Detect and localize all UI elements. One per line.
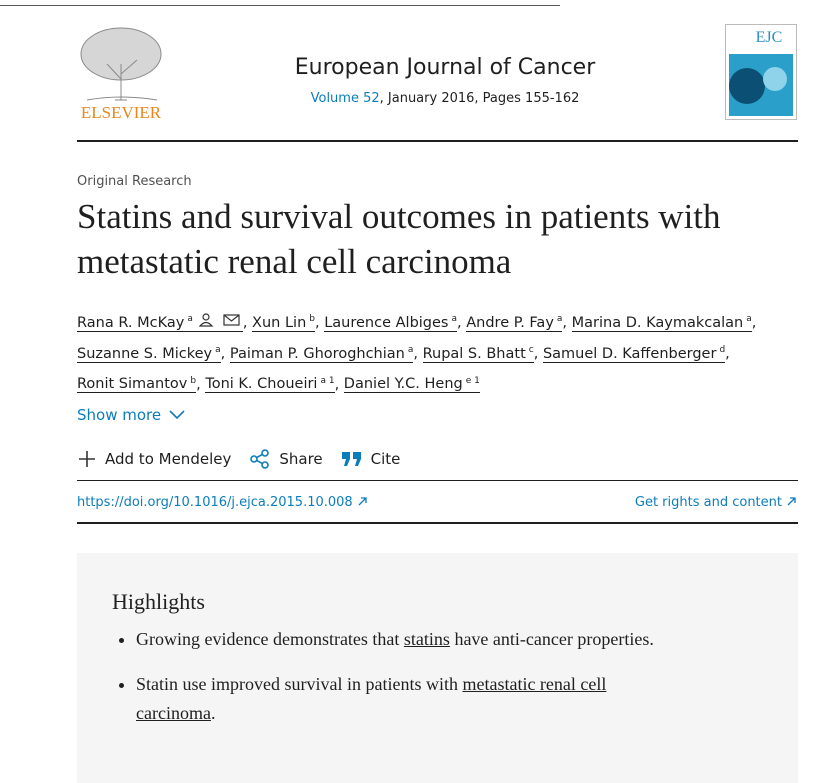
- affiliation-mark: a: [215, 344, 221, 355]
- divider: [77, 480, 798, 481]
- doi-link[interactable]: https://doi.org/10.1016/j.ejca.2015.10.0…: [77, 495, 369, 510]
- affiliation-mark: a: [187, 314, 193, 324]
- issue-line: Volume 52, January 2016, Pages 155-162: [200, 91, 690, 106]
- author-link[interactable]: Xun Lin b: [252, 314, 315, 332]
- author-name: Paiman P. Ghoroghchian: [229, 345, 405, 362]
- cover-label: EJC: [756, 29, 783, 46]
- separator: ,: [220, 345, 226, 362]
- separator: ,: [334, 376, 340, 393]
- author-link[interactable]: Rana R. McKay a: [77, 313, 243, 332]
- separator: ,: [533, 345, 539, 362]
- page: ELSEVIER European Journal of Cancer Volu…: [0, 0, 816, 762]
- author-link[interactable]: Toni K. Choueiri a 1: [205, 375, 335, 394]
- separator: ,: [196, 376, 201, 393]
- separator: ,: [725, 345, 730, 362]
- highlights-title: Highlights: [112, 589, 205, 614]
- affiliation-mark: e 1: [465, 375, 480, 386]
- separator: ,: [457, 314, 462, 331]
- highlight-text: have anti-cancer properties.: [449, 629, 654, 649]
- author-link[interactable]: Suzanne S. Mickey a: [77, 344, 221, 363]
- author-name: Samuel D. Kaffenberger: [542, 345, 717, 362]
- show-more[interactable]: Show more: [77, 406, 187, 424]
- author-name: Rana R. McKay: [77, 314, 185, 331]
- affiliation-mark: d: [719, 344, 726, 355]
- separator: ,: [315, 314, 320, 331]
- action-bar: Add to Mendeley Share Cite: [77, 448, 418, 470]
- action-label: Add to Mendeley: [105, 450, 232, 468]
- journal-cover[interactable]: EJC: [725, 24, 797, 120]
- article-title: Statins and survival outcomes in patient…: [77, 197, 721, 281]
- mendeley-button[interactable]: Add to Mendeley: [77, 448, 231, 470]
- highlights-box: Highlights Growing evidence demonstrates…: [77, 553, 798, 783]
- external-icon: [358, 497, 367, 506]
- author-link[interactable]: Paiman P. Ghoroghchian a: [229, 344, 414, 363]
- author-name: Marina D. Kaymakcalan: [571, 314, 744, 331]
- author-link[interactable]: Laurence Albiges a: [324, 314, 458, 332]
- share-button[interactable]: Share: [249, 448, 323, 470]
- cite-button[interactable]: Cite: [341, 448, 401, 470]
- share-icon: [250, 449, 270, 469]
- doi-text: https://doi.org/10.1016/j.ejca.2015.10.0…: [77, 495, 353, 510]
- author-link[interactable]: Ronit Simantov b: [77, 375, 197, 394]
- affiliation-mark: b: [190, 375, 197, 386]
- publisher-logo: ELSEVIER: [80, 27, 162, 122]
- highlight-item: Statin use improved survival in patients…: [136, 670, 676, 728]
- author-name: Andre P. Fay: [466, 314, 554, 331]
- highlights-list: Growing evidence demonstrates that stati…: [112, 625, 676, 744]
- affiliation-mark: b: [309, 314, 315, 324]
- person-mail-icon: [198, 313, 240, 327]
- affiliation-mark: a: [451, 314, 458, 324]
- divider: [77, 522, 798, 524]
- author-name: Laurence Albiges: [324, 314, 449, 331]
- author-name: Daniel Y.C. Heng: [343, 376, 463, 393]
- term-link[interactable]: statins: [403, 629, 450, 649]
- volume-link[interactable]: Volume 52: [310, 91, 380, 106]
- author-name: Ronit Simantov: [77, 376, 188, 393]
- chevron-icon: [169, 410, 185, 420]
- rights-link[interactable]: Get rights and content: [635, 495, 798, 510]
- highlight-text: Statin use improved survival in patients…: [136, 674, 463, 694]
- action-label: Cite: [370, 450, 401, 468]
- affiliation-mark: c: [528, 344, 534, 355]
- highlight-text: Growing evidence demonstrates that: [136, 629, 404, 649]
- author-link[interactable]: Marina D. Kaymakcalan a: [571, 314, 752, 332]
- separator: ,: [751, 314, 757, 331]
- separator: ,: [413, 345, 418, 362]
- contact-icons: [193, 313, 243, 331]
- author-link[interactable]: Andre P. Fay a: [466, 314, 563, 332]
- issue-info: , January 2016, Pages 155-162: [379, 91, 580, 106]
- author-name: Xun Lin: [252, 314, 307, 331]
- action-label: Share: [279, 450, 323, 468]
- author-name: Rupal S. Bhatt: [422, 345, 526, 362]
- journal-name[interactable]: European Journal of Cancer: [294, 55, 596, 80]
- author-name: Toni K. Choueiri: [205, 376, 318, 393]
- affiliation-mark: a: [556, 314, 563, 324]
- separator: ,: [562, 314, 568, 331]
- external-icon: [787, 497, 796, 506]
- highlight-item: Growing evidence demonstrates that stati…: [136, 625, 676, 654]
- author-link[interactable]: Samuel D. Kaffenberger d: [542, 344, 726, 363]
- separator: ,: [242, 314, 248, 331]
- affiliation-mark: a 1: [320, 375, 335, 386]
- author-link[interactable]: Daniel Y.C. Heng e 1: [343, 375, 480, 394]
- term-link[interactable]: metastatic renal cell carcinoma: [136, 674, 607, 723]
- quote-icon: [341, 452, 361, 466]
- show-more-label: Show more: [77, 406, 162, 424]
- rights-text: Get rights and content: [634, 495, 782, 510]
- header-rule: [77, 140, 798, 142]
- highlight-text: .: [210, 703, 216, 723]
- author-list: Rana R. McKay a, Xun Lin b, Laurence Albig…: [77, 306, 805, 398]
- author-link[interactable]: Rupal S. Bhatt c: [422, 344, 534, 363]
- top-border: [0, 5, 560, 6]
- author-name: Suzanne S. Mickey: [77, 345, 213, 362]
- plus-icon: [79, 451, 95, 467]
- affiliation-mark: a: [746, 314, 752, 324]
- publisher-name: ELSEVIER: [81, 103, 162, 122]
- article-type: Original Research: [77, 174, 192, 189]
- affiliation-mark: a: [407, 344, 414, 355]
